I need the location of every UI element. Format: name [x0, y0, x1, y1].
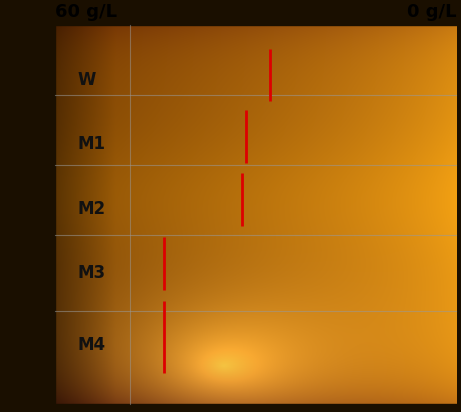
Text: 60 g/L: 60 g/L	[55, 2, 117, 21]
Text: 0 g/L: 0 g/L	[407, 2, 456, 21]
Bar	[0, 404, 461, 412]
Bar	[0, 0, 55, 412]
Text: M2: M2	[77, 199, 106, 218]
Text: M1: M1	[77, 135, 106, 153]
Bar	[0, 0, 461, 25]
Text: M4: M4	[77, 336, 106, 354]
Text: W: W	[77, 71, 96, 89]
Text: M3: M3	[77, 264, 106, 282]
